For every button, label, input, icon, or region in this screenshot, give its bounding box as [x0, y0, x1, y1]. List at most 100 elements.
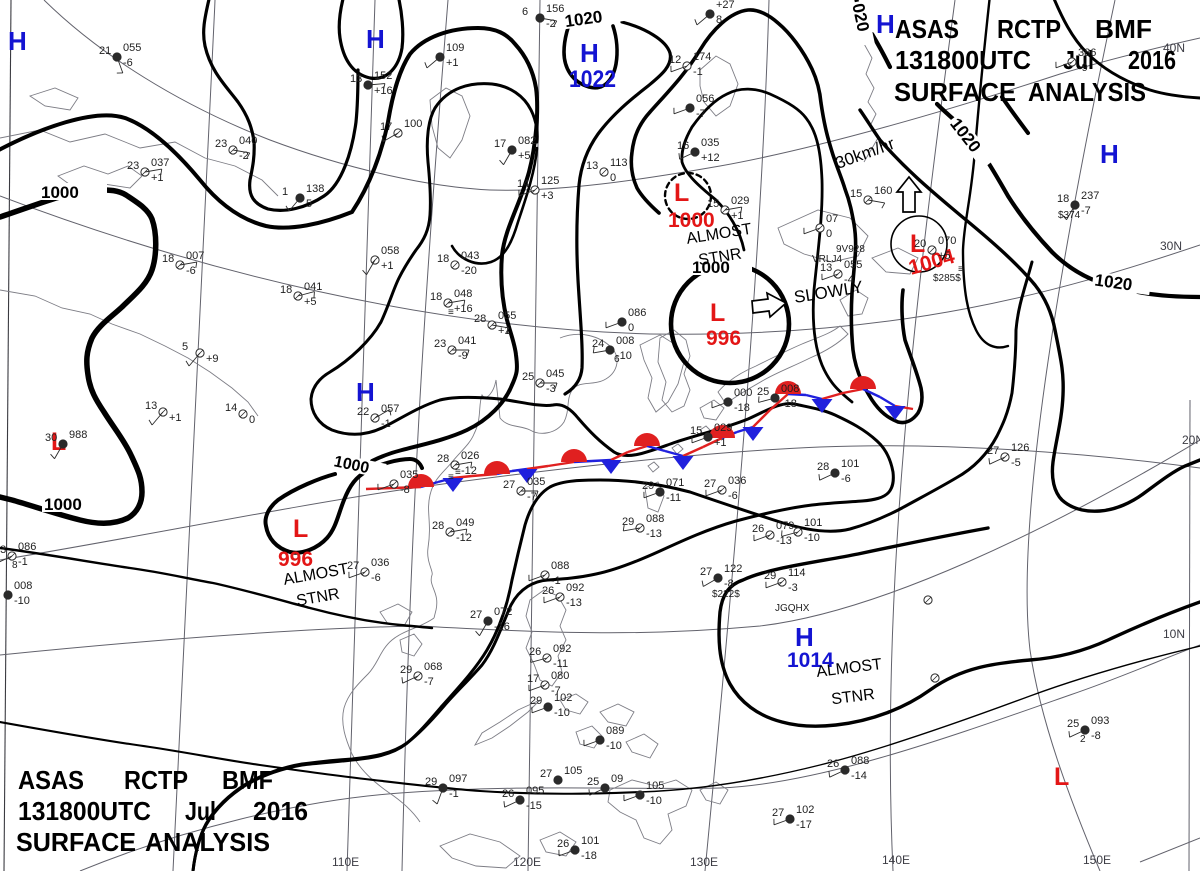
- svg-text:25: 25: [522, 371, 534, 383]
- svg-text:29: 29: [425, 776, 437, 788]
- svg-text:1000: 1000: [44, 495, 82, 514]
- svg-text:105: 105: [564, 765, 582, 777]
- svg-text:237: 237: [1081, 190, 1099, 202]
- svg-text:16: 16: [677, 140, 689, 152]
- svg-text:-9: -9: [1078, 62, 1088, 74]
- svg-text:≡: ≡: [448, 307, 454, 318]
- svg-text:+1: +1: [169, 412, 182, 424]
- svg-text:082: 082: [518, 135, 536, 147]
- svg-text:L: L: [1054, 763, 1069, 791]
- svg-text:28: 28: [432, 520, 444, 532]
- svg-text:-2: -2: [546, 18, 556, 30]
- svg-text:049: 049: [456, 517, 474, 529]
- svg-text:28: 28: [437, 453, 449, 465]
- svg-text:15: 15: [850, 188, 862, 200]
- svg-text:-18: -18: [781, 398, 797, 410]
- svg-text:+27: +27: [716, 0, 735, 11]
- svg-text:5: 5: [306, 198, 312, 210]
- svg-text:-18: -18: [581, 850, 597, 862]
- svg-text:1000: 1000: [41, 183, 79, 202]
- svg-text:23: 23: [434, 338, 446, 350]
- svg-text:$222$: $222$: [712, 589, 740, 600]
- svg-text:ANALYSIS: ANALYSIS: [145, 827, 270, 857]
- svg-text:8: 8: [716, 14, 722, 26]
- svg-text:008: 008: [781, 383, 799, 395]
- svg-text:+16: +16: [374, 85, 393, 97]
- svg-text:-3: -3: [546, 383, 556, 395]
- svg-text:ANALYSIS: ANALYSIS: [1028, 77, 1146, 107]
- svg-text:+12: +12: [701, 152, 720, 164]
- svg-text:-7: -7: [551, 685, 561, 697]
- svg-text:29: 29: [642, 480, 654, 492]
- svg-text:996: 996: [706, 327, 741, 350]
- svg-text:13: 13: [145, 400, 157, 412]
- svg-text:27: 27: [987, 445, 999, 457]
- svg-text:156: 156: [546, 3, 564, 15]
- svg-text:109: 109: [446, 42, 464, 54]
- svg-text:25: 25: [1067, 718, 1079, 730]
- svg-text:25: 25: [757, 386, 769, 398]
- svg-text:-11: -11: [666, 492, 681, 504]
- svg-text:+1: +1: [731, 210, 744, 222]
- svg-text:048: 048: [454, 288, 472, 300]
- svg-text:30: 30: [45, 432, 57, 444]
- svg-text:086: 086: [18, 541, 36, 553]
- svg-text:27: 27: [503, 479, 515, 491]
- svg-text:-12: -12: [456, 532, 472, 544]
- svg-text:-1: -1: [551, 575, 561, 587]
- svg-text:H: H: [356, 377, 375, 407]
- svg-text:150E: 150E: [1083, 853, 1111, 867]
- svg-text:29: 29: [530, 695, 542, 707]
- svg-text:10N: 10N: [1163, 627, 1185, 641]
- svg-text:30N: 30N: [1160, 239, 1182, 253]
- svg-text:1000: 1000: [668, 209, 715, 232]
- svg-text:043: 043: [461, 250, 479, 262]
- svg-text:-7: -7: [1081, 205, 1091, 217]
- svg-text:-7: -7: [527, 491, 537, 503]
- svg-text:-11: -11: [553, 658, 568, 670]
- svg-text:26: 26: [529, 646, 541, 658]
- svg-text:102: 102: [554, 692, 572, 704]
- svg-text:160: 160: [874, 185, 892, 197]
- svg-text:072: 072: [494, 606, 512, 618]
- svg-text:008: 008: [14, 580, 32, 592]
- svg-text:041: 041: [304, 281, 322, 293]
- svg-text:029: 029: [731, 195, 749, 207]
- svg-text:174: 174: [693, 51, 711, 63]
- svg-text:14: 14: [517, 178, 529, 190]
- svg-text:088: 088: [646, 513, 664, 525]
- svg-text:088: 088: [851, 755, 869, 767]
- svg-text:+5: +5: [304, 296, 317, 308]
- svg-text:100: 100: [404, 118, 422, 130]
- svg-text:$285$: $285$: [933, 273, 961, 284]
- svg-text:-1: -1: [449, 788, 459, 800]
- svg-text:JGQHX: JGQHX: [775, 603, 810, 614]
- svg-text:27: 27: [540, 768, 552, 780]
- svg-text:101: 101: [804, 517, 822, 529]
- svg-text:110E: 110E: [332, 855, 359, 869]
- svg-text:1000: 1000: [692, 258, 730, 277]
- svg-text:L: L: [674, 179, 689, 207]
- svg-text:026: 026: [461, 450, 479, 462]
- svg-text:093: 093: [1091, 715, 1109, 727]
- svg-text:21: 21: [99, 45, 111, 57]
- svg-text:+1: +1: [446, 57, 459, 69]
- svg-text:1014: 1014: [787, 649, 834, 672]
- svg-text:-10: -10: [804, 532, 820, 544]
- svg-text:000: 000: [734, 387, 752, 399]
- svg-text:+5: +5: [938, 250, 951, 262]
- svg-text:-14: -14: [851, 770, 867, 782]
- svg-text:045: 045: [546, 368, 564, 380]
- svg-text:-10: -10: [554, 707, 570, 719]
- svg-text:092: 092: [553, 643, 571, 655]
- svg-text:071: 071: [666, 477, 684, 489]
- svg-text:27: 27: [347, 560, 359, 572]
- svg-text:086: 086: [628, 307, 646, 319]
- svg-text:27: 27: [700, 566, 712, 578]
- svg-text:-15: -15: [526, 800, 542, 812]
- svg-text:8: 8: [12, 560, 18, 571]
- svg-text:070: 070: [938, 235, 956, 247]
- svg-text:23: 23: [215, 138, 227, 150]
- svg-text:-17: -17: [796, 819, 812, 831]
- svg-text:-12: -12: [461, 465, 477, 477]
